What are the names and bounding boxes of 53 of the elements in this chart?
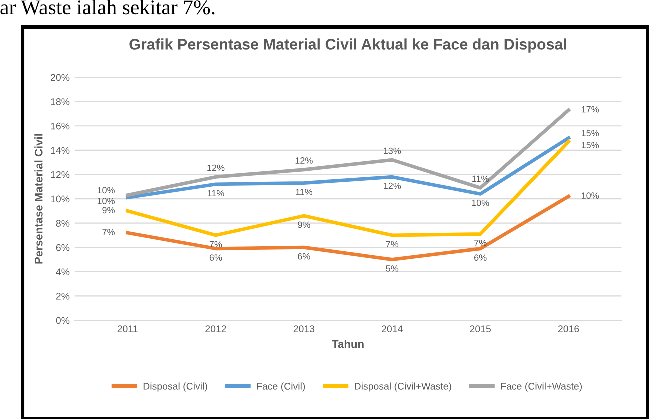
line-series — [126, 194, 571, 262]
x-tick-label: 2013 — [294, 326, 315, 333]
data-label: 13% — [384, 148, 402, 154]
y-axis-title: Persentase Material Civil — [34, 134, 43, 264]
x-tick-label: 2011 — [118, 326, 138, 333]
y-tick-label: 18% — [51, 98, 70, 106]
data-label: 17% — [582, 106, 600, 113]
data-label: 7% — [102, 229, 115, 236]
y-tick-label: 14% — [51, 147, 70, 154]
data-label: 7% — [386, 241, 399, 248]
line-series — [126, 136, 571, 200]
data-label: 12% — [384, 182, 402, 190]
x-tick-label: 2015 — [470, 326, 491, 333]
data-label: 10% — [472, 200, 490, 206]
text: ar Waste ialah sekitar 7%. — [0, 0, 215, 15]
data-label: 6% — [298, 253, 310, 260]
y-tick-label: 2% — [56, 292, 70, 300]
data-label: 9% — [102, 207, 115, 214]
data-label: 10% — [582, 192, 600, 200]
data-label: 5% — [386, 266, 399, 272]
legend-label: Disposal (Civil) — [144, 382, 208, 392]
data-label: 6% — [474, 254, 487, 261]
legend-label: Disposal (Civil+Waste) — [355, 382, 452, 392]
data-label: 10% — [98, 187, 115, 194]
data-label: 10% — [98, 198, 115, 204]
y-tick-label: 10% — [51, 196, 70, 203]
data-label: 15% — [582, 130, 600, 137]
line-series — [126, 108, 571, 198]
y-tick-label: 6% — [56, 244, 70, 252]
data-label: 11% — [208, 190, 224, 197]
x-tick-label: 2014 — [382, 326, 403, 333]
x-tick-label: 2016 — [558, 326, 580, 333]
data-label: 7% — [210, 241, 222, 248]
y-tick-label: 4% — [56, 268, 70, 276]
y-tick-label: 8% — [56, 220, 70, 227]
legend-label: Face (Civil) — [257, 382, 306, 392]
legend-label: Face (Civil+Waste) — [501, 382, 582, 392]
data-label: 11% — [472, 176, 489, 182]
line-series — [126, 140, 571, 238]
y-tick-label: 20% — [51, 74, 70, 82]
y-tick-label: 12% — [51, 171, 70, 178]
x-tick-label: 2012 — [206, 326, 226, 333]
data-label: 15% — [582, 142, 600, 149]
data-label: 12% — [208, 164, 225, 172]
data-label: 6% — [210, 254, 222, 261]
data-label: 12% — [296, 158, 313, 164]
y-tick-label: 16% — [51, 122, 70, 130]
chart-title: Grafik Persentase Material Civil Aktual ke Face dan Disposal — [130, 38, 566, 53]
data-label: 7% — [474, 240, 487, 246]
x-axis-title: Tahun — [332, 340, 364, 348]
data-label: 9% — [298, 222, 310, 228]
data-label: 11% — [296, 189, 313, 196]
y-tick-label: 0% — [56, 317, 70, 324]
